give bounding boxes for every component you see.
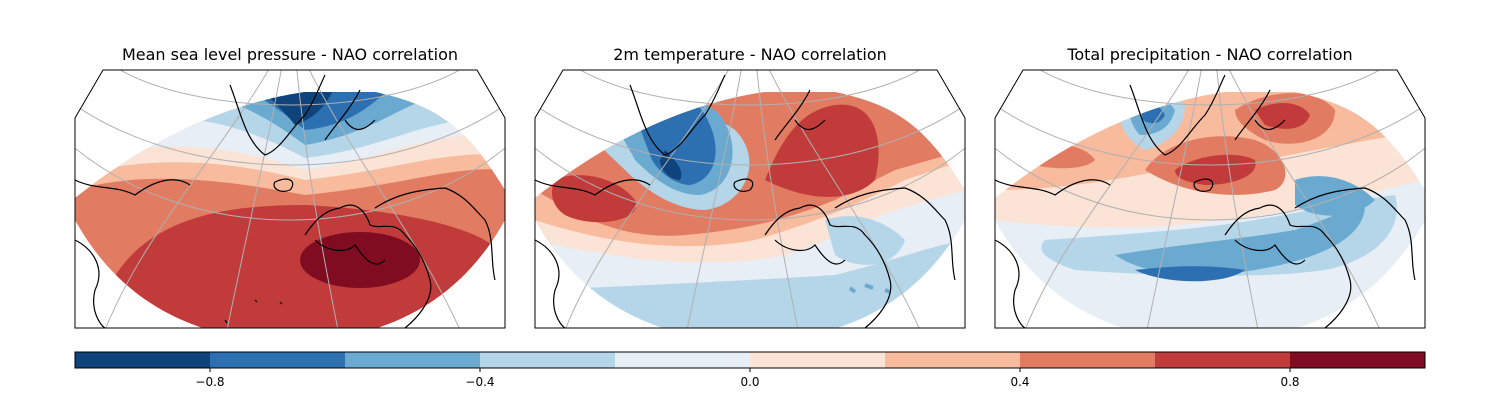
colorbar-swatch (1290, 352, 1425, 368)
map-frame-mslp (74, 69, 506, 329)
coastlines (535, 74, 956, 328)
colorbar-swatch (750, 352, 885, 368)
map-frame-t2m (534, 69, 966, 329)
panel-title-mslp: Mean sea level pressure - NAO correlatio… (121, 45, 459, 64)
map-panel-t2m (534, 69, 966, 329)
colorbar-tick-label: 0.8 (1280, 375, 1300, 389)
colorbar-tick-label: −0.8 (195, 375, 225, 389)
map-panel-tp (994, 69, 1426, 329)
t2m-correlation-field (535, 92, 965, 328)
colorbar-tick-label: −0.4 (465, 375, 495, 389)
coastlines (995, 74, 1416, 328)
colorbar-tick-label: 0.0 (740, 375, 760, 389)
colorbar (74, 351, 1426, 372)
graticule (535, 70, 965, 328)
colorbar-swatch (210, 352, 345, 368)
colorbar-swatch (345, 352, 480, 368)
panel-title-tp: Total precipitation - NAO correlation (1067, 45, 1353, 64)
coastlines (75, 74, 496, 328)
mslp-correlation-field (75, 92, 505, 328)
colorbar-swatch (1020, 352, 1155, 368)
graticule (75, 70, 505, 328)
graticule (995, 70, 1425, 328)
colorbar-swatch (480, 352, 615, 368)
colorbar-swatch (615, 352, 750, 368)
map-frame-tp (994, 69, 1426, 329)
colorbar-swatch (75, 352, 210, 368)
colorbar-tick-label: 0.4 (1010, 375, 1030, 389)
colorbar-swatch (885, 352, 1020, 368)
colorbar-swatch (1155, 352, 1290, 368)
panel-title-t2m: 2m temperature - NAO correlation (613, 45, 887, 64)
map-panel-mslp (74, 69, 506, 329)
